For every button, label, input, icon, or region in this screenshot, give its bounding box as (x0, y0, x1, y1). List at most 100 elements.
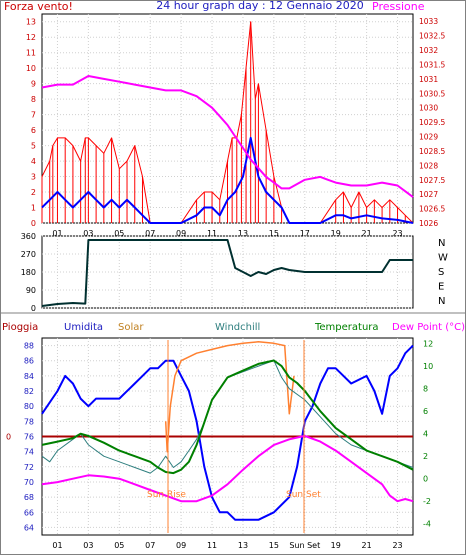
wind-speed-tick-label: 9 (31, 80, 36, 89)
hour-tick-label: 23 (392, 541, 402, 550)
hour-tick-label: 21 (362, 541, 372, 550)
pressure-tick-label: 1026.5 (419, 205, 445, 214)
wind-speed-tick-label: 4 (31, 157, 36, 166)
direction-degree-label: 270 (21, 250, 36, 259)
rain-zero-label: 0 (6, 433, 11, 442)
humidity-tick-label: 68 (24, 493, 34, 502)
wind-direction-line (41, 239, 413, 307)
pressure-axis-title: Pressione (372, 0, 425, 13)
hour-tick-label: 19 (331, 541, 341, 550)
direction-degree-label: 360 (21, 232, 36, 241)
temperature-tick-label: 2 (423, 452, 428, 461)
temperature-tick-label: 0 (423, 475, 428, 484)
legend-item: Umidita (64, 322, 103, 333)
hour-tick-label: 05 (114, 229, 124, 238)
temperature-tick-label: -4 (423, 520, 431, 529)
wind-speed-tick-label: 3 (31, 173, 36, 182)
direction-series (41, 239, 413, 307)
hour-tick-label: 13 (238, 541, 248, 550)
temp-series (41, 341, 414, 521)
humidity-tick-label: 80 (24, 402, 34, 411)
pressure-line (41, 75, 414, 198)
humidity-tick-label: 74 (24, 448, 34, 457)
legend-item: Windchill (215, 322, 260, 333)
pressure-ticks: 1026 1026.5 1027 1027.5 1028 1028.5 1029 1029.5… (419, 17, 445, 228)
legend: Pioggia Umidita Solar Windchill Temperatura D… (2, 322, 465, 333)
wind-speed-tick-label: 5 (31, 142, 36, 151)
hour-tick-label: 09 (176, 541, 186, 550)
hour-tick-label: 11 (207, 229, 217, 238)
wind-speed-tick-label: 11 (26, 49, 36, 58)
humidity-tick-label: 84 (24, 372, 34, 381)
graph-title: 24 hour graph day : 12 Gennaio 2020 (156, 0, 364, 12)
humidity-tick-label: 86 (24, 357, 34, 366)
hour-tick-label: 07 (145, 229, 155, 238)
direction-degree-label: 90 (26, 286, 36, 295)
hour-tick-label: 15 (269, 229, 279, 238)
humidity-tick-label: 66 (24, 508, 34, 517)
temperature-line (41, 359, 414, 475)
wind-speed-tick-label: 8 (31, 95, 36, 104)
hour-tick-label: 09 (176, 229, 186, 238)
temperature-tick-label: 4 (423, 430, 428, 439)
temperature-tick-label: 12 (423, 340, 433, 349)
wind-speed-tick-label: 0 (31, 219, 36, 228)
hour-tick-label: 07 (145, 541, 155, 550)
temp-panel-grid (42, 338, 413, 535)
temperature-tick-label: 8 (423, 385, 428, 394)
compass-direction-label: S (438, 267, 444, 278)
solar-line (164, 341, 295, 453)
sun-markers: Sun Rise Sun Set (147, 340, 321, 533)
pressure-tick-label: 1029 (419, 133, 438, 142)
pressure-tick-label: 1028 (419, 161, 438, 170)
hour-tick-label: 05 (114, 541, 124, 550)
hour-tick-label: 23 (392, 229, 402, 238)
legend-item: Temperatura (314, 322, 379, 333)
humidity-line (41, 344, 414, 521)
hour-tick-label: 15 (269, 541, 279, 550)
humidity-tick-label: 78 (24, 417, 34, 426)
temp-hour-ticks: 01 03 05 07 09 11 13 15 Sun Set 19 21 23 (52, 541, 402, 550)
wind-speed-tick-label: 2 (31, 188, 36, 197)
temperature-tick-label: 10 (423, 362, 433, 371)
hour-tick-label: 11 (207, 541, 217, 550)
wind-series (41, 21, 414, 224)
hour-tick-label: 17 (300, 229, 310, 238)
pressure-tick-label: 1031.5 (419, 60, 445, 69)
dewpoint-line (41, 434, 414, 503)
pressure-tick-label: 1028.5 (419, 147, 445, 156)
humidity-tick-label: 70 (24, 478, 34, 487)
hour-tick-label: Sun Set (289, 541, 320, 550)
wind-speed-tick-label: 6 (31, 126, 36, 135)
hour-tick-label: 01 (52, 229, 62, 238)
direction-degree-label: 0 (31, 304, 36, 313)
pressure-tick-label: 1030 (419, 104, 438, 113)
direction-degree-label: 180 (21, 268, 36, 277)
hour-tick-label: 13 (238, 229, 248, 238)
pressure-tick-label: 1033 (419, 17, 438, 26)
compass-direction-label: N (438, 238, 445, 249)
sun-rise-label: Sun Rise (147, 490, 186, 500)
hour-tick-label: 03 (83, 229, 93, 238)
humidity-tick-label: 76 (24, 433, 34, 442)
wind-speed-tick-label: 12 (26, 33, 36, 42)
humidity-tick-label: 88 (24, 342, 34, 351)
hour-tick-label: 21 (362, 229, 372, 238)
compass-direction-label: E (438, 282, 444, 293)
hour-tick-label: 01 (52, 541, 62, 550)
legend-item: Solar (118, 322, 144, 333)
wind-speed-tick-label: 1 (31, 204, 36, 213)
hour-tick-label: 03 (83, 541, 93, 550)
compass-direction-label: N (438, 296, 445, 307)
wind-gust-line (41, 136, 414, 224)
pressure-tick-label: 1030.5 (419, 89, 445, 98)
temperature-ticks: -4 -2 0 2 4 6 8 10 12 (423, 340, 433, 529)
wind-speed-tick-label: 10 (26, 64, 36, 73)
humidity-tick-label: 72 (24, 463, 34, 472)
pressure-tick-label: 1032 (419, 46, 438, 55)
legend-item: Dew Point (°C) (392, 322, 465, 333)
